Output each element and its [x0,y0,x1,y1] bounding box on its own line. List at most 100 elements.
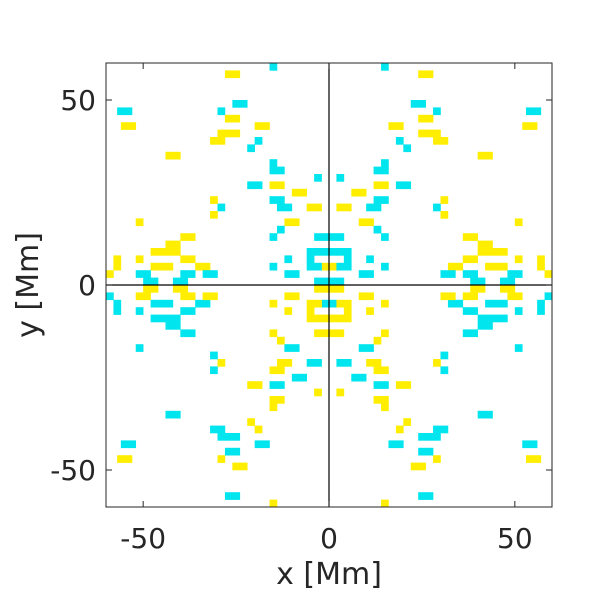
heatmap-cell [284,218,293,227]
heatmap-cell [276,381,285,389]
heatmap-cell [381,166,389,175]
heatmap-cell [269,262,278,271]
heatmap-cell [336,329,345,338]
heatmap-cell [373,225,382,234]
heatmap-cell [269,329,278,338]
heatmap-cell [462,329,471,338]
heatmap-cell [165,314,174,323]
heatmap-cell [507,292,516,301]
heatmap-cell [381,396,389,404]
heatmap-cell [239,462,248,471]
heatmap-cell [187,255,196,264]
heatmap-cell [291,292,300,301]
heatmap-cell [447,292,456,301]
heatmap-cell [507,270,516,278]
heatmap-cell [284,270,293,278]
heatmap-cell [247,144,255,153]
heatmap-cell [187,292,196,301]
heatmap-cell [440,137,449,145]
heatmap-cell [284,307,293,315]
heatmap-cell [306,262,315,271]
heatmap-cell [470,329,478,338]
heatmap-cell [381,262,389,271]
heatmap-cell [314,299,322,308]
heatmap-cell [514,292,523,301]
heatmap-cell [485,299,493,308]
heatmap-cell [343,262,352,271]
heatmap-cell [351,373,360,382]
heatmap-cell [314,174,322,182]
heatmap-cell [499,285,508,293]
heatmap-cell [343,299,352,308]
heatmap-cell [462,270,471,278]
heatmap-cell [143,292,151,301]
heatmap-cell [336,359,345,367]
heatmap-cell [262,440,270,449]
heatmap-cell [529,122,538,130]
heatmap-cell [321,285,330,293]
heatmap-cell [269,403,278,412]
heatmap-cell [217,425,226,434]
heatmap-cell [150,277,159,286]
heatmap-cell [113,255,122,264]
heatmap-cell [433,129,441,138]
heatmap-cell [462,307,471,315]
heatmap-cell [492,262,501,271]
heatmap-cell [433,455,441,463]
heatmap-cell [329,233,337,241]
heatmap-cell [470,307,478,315]
heatmap-cell [120,122,129,130]
heatmap-cell [202,270,211,278]
heatmap-cell [210,366,218,375]
heatmap-cell [158,248,166,256]
heatmap-cell [447,262,456,271]
heatmap-cell [269,381,278,389]
heatmap-cell [440,211,449,219]
heatmap-cell [373,366,382,375]
heatmap-cell [269,159,278,167]
heatmap-cell [366,344,374,352]
heatmap-cell [306,359,315,367]
heatmap-cell [276,196,285,204]
heatmap-cell [388,440,397,449]
heatmap-cell [269,499,278,508]
heatmap-cell [299,373,307,382]
heatmap-cell [165,240,174,249]
y-axis-label: y [Mm] [11,232,46,338]
heatmap-cell [343,203,352,212]
heatmap-cell [113,262,122,271]
heatmap-cell [158,314,166,323]
heatmap-cell [358,218,367,227]
heatmap-cell [440,270,449,278]
heatmap-cell [418,129,426,138]
heatmap-cell [537,255,545,264]
heatmap-cell [269,233,278,241]
heatmap-cell [470,277,478,286]
heatmap-cell [150,262,159,271]
heatmap-cell [470,292,478,301]
heatmap-cell [395,381,404,389]
heatmap-cells [106,63,553,508]
heatmap-cell [314,285,322,293]
heatmap-cell [381,381,389,389]
heatmap-cell [321,299,330,308]
heatmap-cell [247,418,255,426]
heatmap-cell [321,277,330,286]
heatmap-cell [276,181,285,190]
heatmap-cell [284,292,293,301]
heatmap-cell [485,262,493,271]
heatmap-cell [373,336,382,345]
heatmap-cell [224,114,233,123]
heatmap-cell [210,351,218,360]
heatmap-cell [187,233,196,241]
heatmap-cell [533,107,542,116]
heatmap-cell [314,248,322,256]
heatmap-cell [135,255,144,264]
heatmap-cell [254,122,263,130]
heatmap-cell [276,336,285,345]
heatmap-cell [165,410,174,419]
heatmap-cell [321,314,330,323]
heatmap-cell [418,447,426,456]
heatmap-cell [433,107,441,116]
heatmap-cell [373,359,382,367]
